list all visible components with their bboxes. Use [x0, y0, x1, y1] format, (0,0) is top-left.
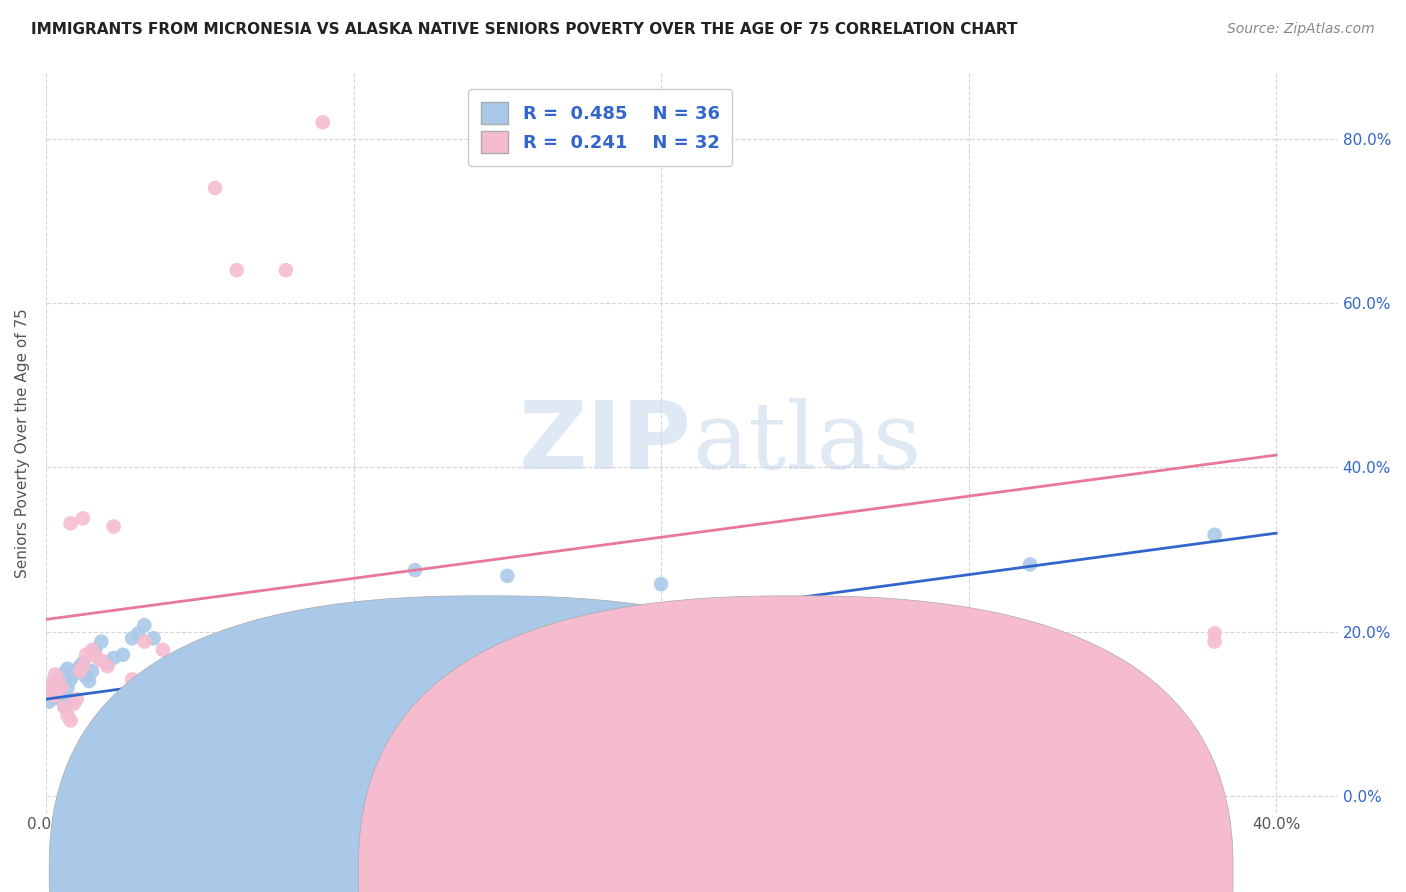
Point [62, 667, 84, 681]
Point [44, 678, 66, 692]
Point [312, 115, 335, 129]
Point [96, 659, 118, 673]
Point [111, 648, 134, 662]
Point [46, 673, 69, 687]
Point [274, 263, 297, 277]
Point [1204, 528, 1226, 542]
Point [127, 626, 149, 640]
Point [38, 695, 60, 709]
Point [51, 681, 73, 695]
Point [1204, 626, 1226, 640]
Point [121, 673, 143, 687]
Point [75, 670, 97, 684]
Point [44, 667, 66, 681]
Point [103, 651, 125, 665]
Point [134, 634, 156, 648]
Point [59, 673, 82, 687]
Point [51, 692, 73, 706]
Point [103, 519, 125, 533]
Point [804, 659, 827, 673]
Point [69, 659, 91, 673]
Point [650, 675, 672, 690]
Point [75, 648, 97, 662]
Point [59, 516, 82, 531]
Point [44, 689, 66, 703]
Point [53, 665, 76, 680]
Legend: R =  0.485    N = 36, R =  0.241    N = 32: R = 0.485 N = 36, R = 0.241 N = 32 [468, 89, 733, 166]
Point [59, 714, 82, 728]
Point [84, 649, 107, 664]
Point [62, 697, 84, 711]
Point [69, 664, 91, 678]
Point [77, 674, 100, 689]
Point [134, 618, 156, 632]
Point [53, 698, 76, 713]
Point [46, 673, 69, 687]
Point [72, 511, 94, 525]
Point [1019, 558, 1042, 572]
Text: atlas: atlas [692, 398, 921, 488]
Text: Immigrants from Micronesia: Immigrants from Micronesia [506, 858, 721, 873]
Point [142, 632, 165, 646]
Text: Source: ZipAtlas.com: Source: ZipAtlas.com [1227, 22, 1375, 37]
Point [72, 659, 94, 673]
Point [66, 664, 89, 678]
Text: Alaska Natives: Alaska Natives [815, 858, 928, 873]
Point [82, 664, 104, 678]
Point [650, 577, 672, 591]
Point [46, 684, 69, 698]
Point [188, 664, 211, 678]
Point [66, 692, 89, 706]
Point [1204, 634, 1226, 648]
Point [157, 656, 180, 670]
Point [56, 681, 79, 695]
Point [496, 569, 519, 583]
Text: IMMIGRANTS FROM MICRONESIA VS ALASKA NATIVE SENIORS POVERTY OVER THE AGE OF 75 C: IMMIGRANTS FROM MICRONESIA VS ALASKA NAT… [31, 22, 1018, 37]
Point [512, 643, 534, 657]
Text: ZIP: ZIP [519, 397, 692, 489]
Point [41, 675, 63, 690]
Point [219, 659, 242, 673]
Point [56, 662, 79, 676]
Point [41, 682, 63, 697]
Point [41, 686, 63, 700]
Point [204, 181, 226, 195]
Point [96, 656, 118, 670]
Point [121, 632, 143, 646]
Point [44, 690, 66, 705]
Point [90, 653, 112, 667]
Point [84, 643, 107, 657]
Point [404, 673, 426, 687]
Point [152, 643, 174, 657]
Point [38, 684, 60, 698]
Point [404, 563, 426, 577]
Point [56, 708, 79, 723]
Y-axis label: Seniors Poverty Over the Age of 75: Seniors Poverty Over the Age of 75 [15, 308, 30, 578]
Point [225, 263, 247, 277]
Point [90, 634, 112, 648]
Point [72, 656, 94, 670]
Point [51, 670, 73, 684]
Point [59, 692, 82, 706]
Point [53, 700, 76, 714]
Point [82, 643, 104, 657]
